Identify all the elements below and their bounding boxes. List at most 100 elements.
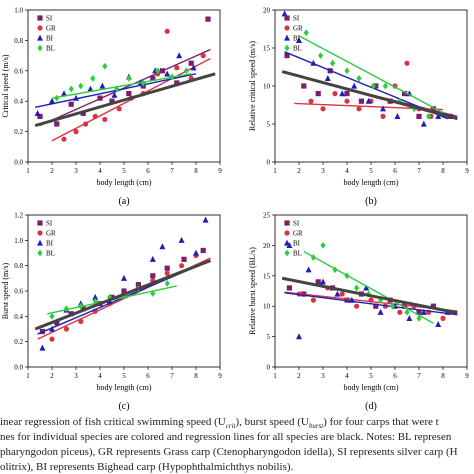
- y-tick-label: 1.0: [14, 237, 23, 245]
- x-tick-label: 5: [369, 372, 373, 380]
- data-point: [164, 70, 171, 77]
- data-point: [373, 303, 379, 309]
- data-point: [183, 67, 189, 75]
- legend-marker-gr: [37, 25, 43, 31]
- data-point: [135, 282, 141, 288]
- y-tick-label: 0.2: [14, 128, 23, 136]
- data-point: [315, 279, 321, 285]
- data-point: [155, 67, 161, 75]
- data-point: [397, 97, 403, 105]
- legend-label-bl: BL: [293, 45, 302, 53]
- y-tick-label: 0.0: [14, 364, 23, 372]
- data-point: [149, 255, 156, 262]
- data-point: [80, 110, 86, 116]
- y-tick-label: 10: [263, 303, 271, 311]
- caption-line-3: pharyngodon piceus), GR represents Grass…: [0, 446, 458, 458]
- data-point: [404, 308, 410, 316]
- data-point: [296, 333, 302, 340]
- data-point: [365, 97, 372, 104]
- data-point: [126, 75, 132, 82]
- y-tick-label: 0.0: [14, 159, 23, 167]
- legend-marker-si: [284, 15, 290, 21]
- data-point: [159, 243, 166, 250]
- data-point: [416, 113, 422, 119]
- data-point: [339, 90, 346, 97]
- legend-marker-bi: [37, 34, 43, 41]
- legend-label-bi: BI: [46, 35, 54, 43]
- panel-label: (a): [118, 196, 129, 207]
- data-point: [49, 336, 55, 342]
- y-tick-label: 0.4: [14, 313, 23, 321]
- data-point: [99, 82, 106, 89]
- data-point: [382, 82, 388, 90]
- y-tick-label: 1.2: [14, 212, 23, 220]
- chart-panel-1: 1 2 3 4 5 6 7 8 9 0.0 0.2 0.4 0.6 0.8 1.0 body length (…: [1, 7, 222, 208]
- data-point: [402, 303, 408, 309]
- data-point: [164, 265, 170, 271]
- y-tick-label: 10: [263, 83, 271, 91]
- data-point: [380, 105, 386, 112]
- legend-marker-gr: [284, 230, 290, 236]
- caption-line-1-text-a: inear regression of fish critical swimmi…: [0, 416, 226, 428]
- data-point: [420, 120, 427, 127]
- data-point: [318, 52, 324, 59]
- x-tick-label: 7: [417, 167, 421, 175]
- data-point: [354, 303, 360, 309]
- data-point: [63, 305, 69, 313]
- legend: SI GR BI BL: [37, 220, 56, 258]
- data-point: [435, 113, 442, 119]
- legend-label-si: SI: [46, 220, 53, 228]
- data-point: [324, 75, 331, 81]
- legend-label-gr: GR: [46, 230, 56, 238]
- data-point: [102, 116, 108, 123]
- y-tick-label: 1.0: [14, 7, 23, 15]
- data-point: [49, 97, 55, 104]
- data-point: [174, 65, 180, 71]
- data-point: [344, 98, 350, 104]
- regression-line-gr: [51, 58, 211, 142]
- caption-line-1-text-c: ) for four carps that were t: [323, 416, 439, 428]
- x-tick-label: 1: [273, 167, 277, 175]
- data-point: [78, 82, 84, 90]
- data-point: [344, 91, 350, 97]
- legend-label-bi: BI: [293, 35, 301, 43]
- legend-label-bl: BL: [293, 250, 302, 258]
- x-axis-title: body length (cm): [96, 383, 151, 392]
- data-point: [34, 109, 41, 116]
- panel-label: (d): [365, 401, 377, 412]
- legend-label-gr: GR: [293, 230, 303, 238]
- data-point: [305, 266, 312, 273]
- data-point: [394, 113, 401, 119]
- y-tick-label: 0: [267, 159, 271, 167]
- y-tick-label: 5: [267, 333, 271, 341]
- caption-subscript-burst: burst: [308, 422, 324, 431]
- x-tick-label: 5: [122, 372, 126, 380]
- y-tick-label: 20: [263, 7, 271, 15]
- data-point: [90, 75, 96, 82]
- legend-marker-bl: [37, 249, 43, 257]
- x-tick-label: 2: [50, 167, 54, 175]
- regression-line-bl: [298, 35, 444, 114]
- x-tick-label: 9: [218, 372, 222, 380]
- data-point: [87, 85, 94, 92]
- data-point: [121, 288, 127, 294]
- data-point: [284, 53, 290, 59]
- data-point: [164, 280, 170, 287]
- x-tick-label: 1: [26, 167, 30, 175]
- legend-label-bl: BL: [46, 45, 55, 53]
- y-tick-label: 20: [263, 242, 271, 250]
- data-point: [378, 296, 384, 304]
- data-point: [416, 309, 422, 315]
- caption-line-1: inear regression of fish critical swimmi…: [0, 416, 439, 430]
- regression-line-all: [34, 259, 211, 331]
- data-point: [181, 256, 187, 262]
- data-point: [114, 85, 120, 93]
- data-point: [404, 60, 410, 66]
- y-axis-title: Burst speed (m/s): [1, 262, 10, 319]
- data-point: [164, 270, 170, 276]
- data-point: [200, 247, 206, 254]
- data-point: [202, 216, 209, 223]
- legend-marker-gr: [284, 25, 290, 31]
- data-point: [356, 75, 362, 82]
